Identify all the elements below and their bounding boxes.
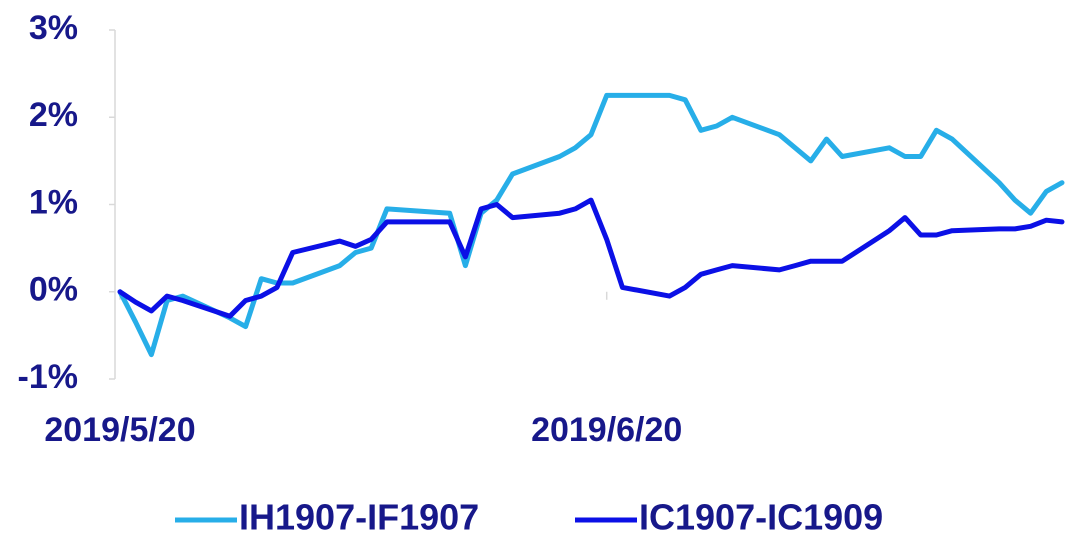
y-tick-label: 0% — [29, 271, 78, 309]
y-tick-label: 1% — [29, 183, 78, 221]
y-tick-label: -1% — [18, 358, 78, 396]
y-tick-label: 3% — [29, 9, 78, 47]
x-tick-label: 2019/5/20 — [44, 411, 195, 449]
legend-label: IC1907-IC1909 — [639, 497, 883, 538]
y-tick-label: 2% — [29, 96, 78, 134]
x-tick-label: 2019/6/20 — [531, 411, 682, 449]
legend-label: IH1907-IF1907 — [239, 497, 479, 538]
series-line — [117, 92, 1065, 358]
series-line — [117, 197, 1065, 319]
